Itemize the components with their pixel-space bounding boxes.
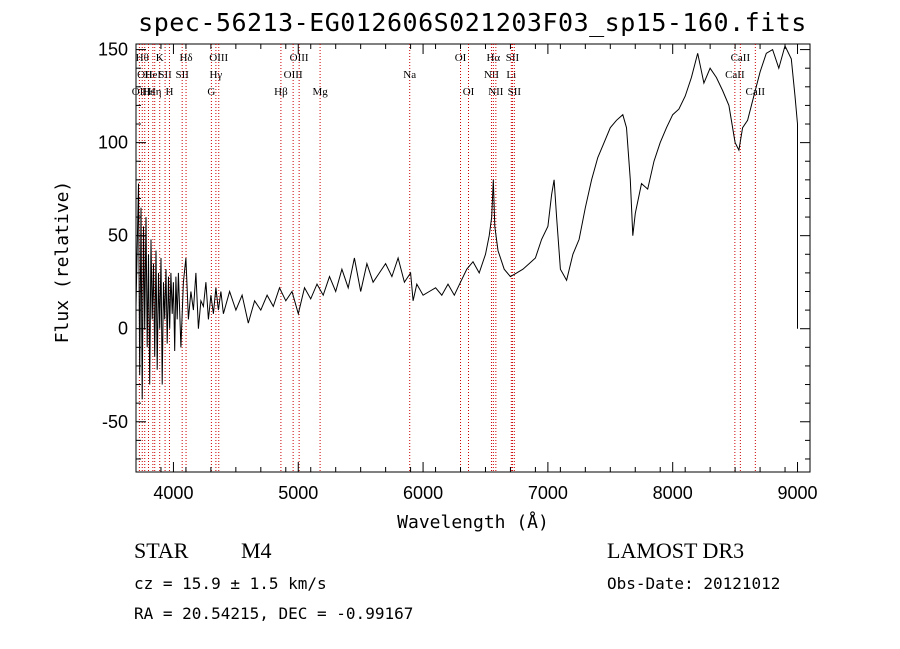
x-tick-label: 4000 <box>153 483 193 503</box>
line-marker-label: Hη <box>148 86 162 98</box>
object-class: STAR <box>134 538 189 563</box>
line-marker-label: OII <box>132 86 148 98</box>
line-marker-label: OI <box>463 86 475 98</box>
x-axis-label: Wavelength (Å) <box>397 511 549 533</box>
redshift-text: cz = 15.9 ± 1.5 km/s <box>134 574 327 593</box>
line-marker-label: Hβ <box>274 86 288 98</box>
line-marker-label: G <box>207 86 215 98</box>
y-tick-label: -50 <box>102 412 128 432</box>
line-marker-label: K <box>156 52 164 64</box>
chart-title: spec-56213-EG012606S021203F03_sp15-160.f… <box>138 8 807 37</box>
line-marker-label: Na <box>403 69 416 81</box>
line-marker-label: OIII <box>209 52 228 64</box>
line-marker-label: Hδ <box>179 52 192 64</box>
line-marker-label: SII <box>508 86 522 98</box>
line-marker-label: Hθ <box>136 52 149 64</box>
line-marker-label: SII <box>506 52 520 64</box>
line-marker-label: CaII <box>725 69 745 81</box>
plot-frame <box>135 43 811 473</box>
y-tick-label: 100 <box>98 133 128 153</box>
x-tick-label: 9000 <box>777 483 817 503</box>
x-tick-label: 7000 <box>528 483 568 503</box>
y-tick-label: 150 <box>98 40 128 60</box>
x-tick-label: 6000 <box>403 483 443 503</box>
line-marker-label: OI <box>455 52 467 64</box>
line-marker-label: NII <box>488 86 504 98</box>
survey-name: LAMOST DR3 <box>607 538 745 563</box>
x-axis: 4000 5000 6000 7000 8000 9000 <box>135 44 818 503</box>
x-tick-label: 8000 <box>653 483 693 503</box>
line-marker-label: CaII <box>746 86 766 98</box>
spectrum-line <box>135 44 798 400</box>
y-tick-label: 0 <box>118 319 128 339</box>
line-markers: OIIHθOIIHεHeIHηKSIIHHδSIIGHγOIIIHβOIIIOI… <box>132 44 766 472</box>
y-axis-label: Flux (relative) <box>52 181 73 344</box>
obs-date-text: Obs-Date: 20121012 <box>607 574 781 593</box>
object-subclass: M4 <box>241 538 272 563</box>
coordinates-text: RA = 20.54215, DEC = -0.99167 <box>134 604 414 623</box>
line-marker-label: SII <box>175 69 189 81</box>
line-marker-label: SII <box>158 69 172 81</box>
line-marker-label: H <box>165 86 173 98</box>
line-marker-label: Li <box>506 69 516 81</box>
line-marker-label: NII <box>484 69 500 81</box>
y-axis: -50 0 50 100 150 <box>98 40 810 460</box>
y-tick-label: 50 <box>108 226 128 246</box>
line-marker-label: Hε <box>142 86 155 98</box>
line-marker-label: Hγ <box>209 69 222 81</box>
x-tick-label: 5000 <box>278 483 318 503</box>
line-marker-label: HeI <box>145 69 162 81</box>
line-marker-label: OIII <box>290 52 309 64</box>
line-marker-label: OIII <box>284 69 303 81</box>
line-marker-label: CaII <box>731 52 751 64</box>
line-marker-label: Mg <box>312 86 328 98</box>
line-marker-label: Hα <box>486 52 500 64</box>
